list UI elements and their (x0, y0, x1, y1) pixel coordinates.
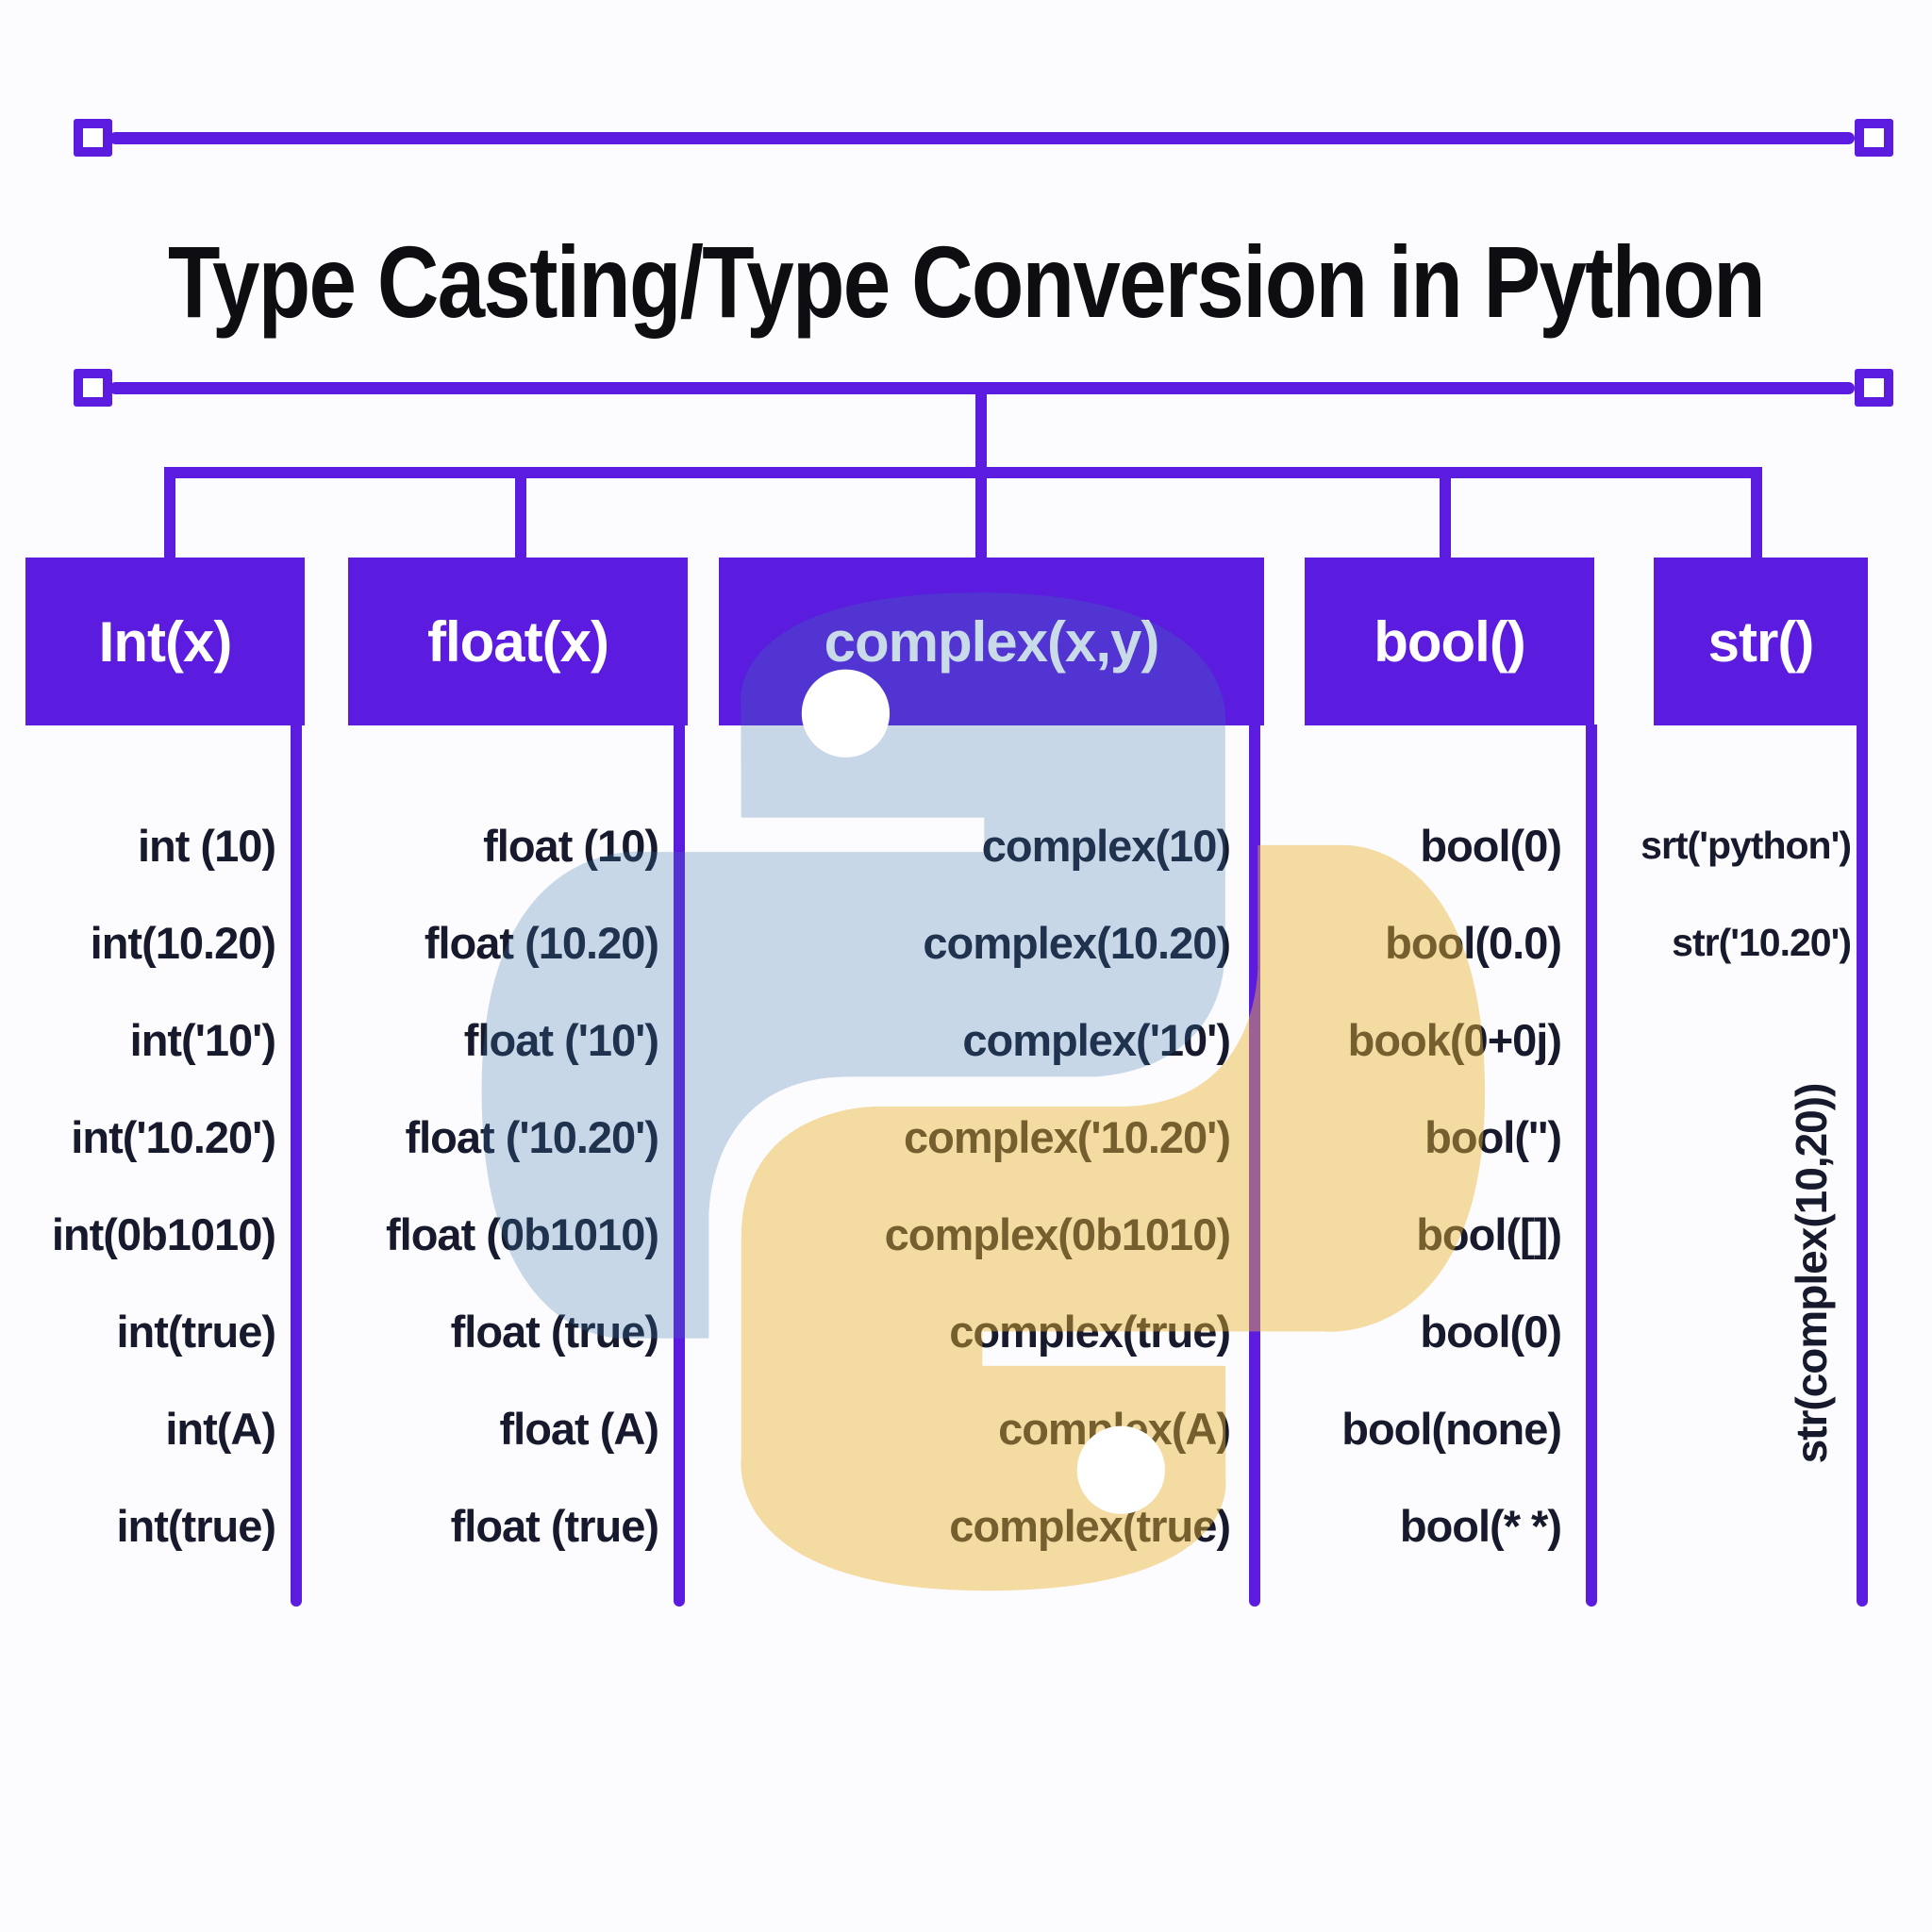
page-title: Type Casting/Type Conversion in Python (168, 225, 1766, 339)
separator-endpoint-square (74, 369, 112, 407)
column-line-str (1857, 724, 1868, 1607)
list-item: int (10) (137, 821, 276, 871)
list-item: int(true) (116, 1307, 276, 1357)
list-item: float (A) (499, 1404, 659, 1454)
list-item: bool('') (1424, 1112, 1562, 1162)
type-box-label: Int(x) (98, 609, 233, 674)
type-box-label: float(x) (427, 609, 609, 674)
list-item: bool([]) (1416, 1209, 1562, 1259)
column-line-float (674, 724, 685, 1607)
type-box-complex: complex(x,y) (719, 558, 1264, 725)
tree-branch-stub-complex (975, 467, 987, 558)
separator-endpoint-square (1855, 369, 1893, 407)
list-item: complex(true) (949, 1307, 1231, 1357)
tree-branch-stub-bool (1440, 467, 1451, 558)
type-box-label: complex(x,y) (824, 609, 1160, 674)
list-item: int(A) (165, 1404, 276, 1454)
type-box-int: Int(x) (25, 558, 305, 725)
list-item: float (true) (450, 1501, 659, 1551)
list-item: complex(true) (949, 1501, 1231, 1551)
column-str-examples: srt('python') str('10.20') (1528, 797, 1852, 991)
list-item: int('10') (129, 1015, 276, 1065)
type-box-str: str() (1654, 558, 1868, 725)
list-item: bool(0) (1420, 821, 1562, 871)
separator-endpoint-square (74, 119, 112, 157)
separator-endpoint-square (1855, 119, 1893, 157)
list-item: float ('10.20') (405, 1112, 659, 1162)
list-item: bool(none) (1341, 1404, 1562, 1454)
list-item: book(0+0j) (1347, 1015, 1562, 1065)
list-item: bool(0.0) (1385, 918, 1562, 968)
column-line-complex (1249, 724, 1260, 1607)
list-item: float (true) (450, 1307, 659, 1357)
column-float-examples: float (10) float (10.20) float ('10') fl… (217, 797, 659, 1574)
tree-branch-stub-str (1751, 467, 1762, 558)
list-item: complex(10.20) (923, 918, 1231, 968)
list-item: float (10) (483, 821, 659, 871)
vertical-label-str-complex: str(complex(10,20)) (1787, 1083, 1836, 1464)
tree-branch-stub-int (164, 467, 175, 558)
list-item: int(0b1010) (51, 1209, 276, 1259)
list-item: complex('10') (962, 1015, 1231, 1065)
type-box-label: str() (1707, 609, 1815, 674)
column-int-examples: int (10) int(10.20) int('10') int('10.20… (0, 797, 276, 1574)
list-item: complex(0b1010) (884, 1209, 1231, 1259)
column-line-int (291, 724, 302, 1607)
column-line-bool (1586, 724, 1597, 1607)
list-item: bool(* *) (1399, 1501, 1562, 1551)
list-item: float ('10') (463, 1015, 659, 1065)
tree-stem (975, 388, 987, 478)
list-item: int('10.20') (71, 1112, 276, 1162)
list-item: int(true) (116, 1501, 276, 1551)
list-item: srt('python') (1641, 824, 1852, 867)
list-item: float (10.20) (424, 918, 659, 968)
type-box-label: bool() (1374, 609, 1526, 674)
type-box-bool: bool() (1305, 558, 1594, 725)
column-complex-examples: complex(10) complex(10.20) complex('10')… (698, 797, 1231, 1574)
list-item: complex(A) (998, 1404, 1231, 1454)
list-item: bool(0) (1420, 1307, 1562, 1357)
column-bool-examples: bool(0) bool(0.0) book(0+0j) bool('') bo… (1170, 797, 1562, 1574)
list-item: int(10.20) (90, 918, 276, 968)
type-box-float: float(x) (348, 558, 688, 725)
list-item: complex(10) (981, 821, 1231, 871)
tree-branch-stub-float (515, 467, 526, 558)
list-item: complex('10.20') (904, 1112, 1231, 1162)
list-item: str('10.20') (1672, 921, 1852, 964)
separator-line-top (109, 132, 1855, 144)
list-item: float (0b1010) (386, 1209, 659, 1259)
tree-branch (164, 467, 1762, 478)
